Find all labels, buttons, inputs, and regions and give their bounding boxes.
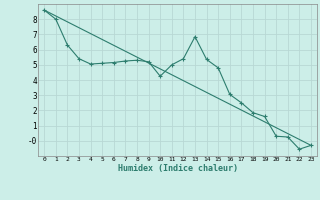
X-axis label: Humidex (Indice chaleur): Humidex (Indice chaleur) [118,164,238,173]
